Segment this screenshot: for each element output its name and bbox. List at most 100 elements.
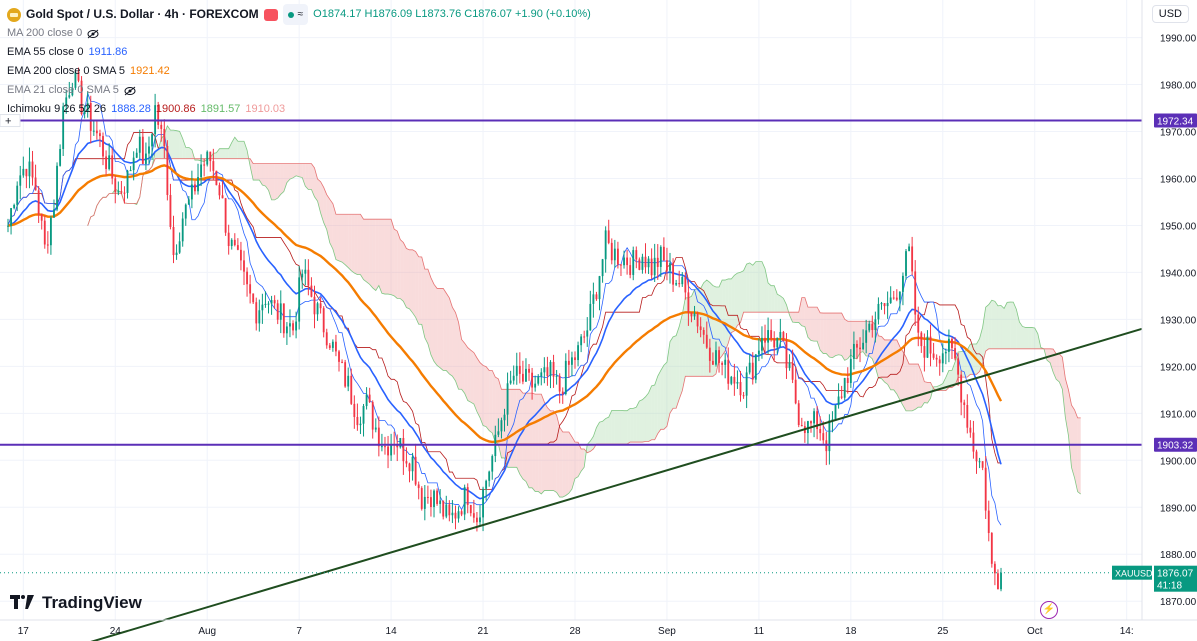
candle-body[interactable] <box>951 338 953 349</box>
candle-body[interactable] <box>583 336 586 338</box>
candle-body[interactable] <box>990 533 993 564</box>
candle-body[interactable] <box>408 463 411 472</box>
candle-body[interactable] <box>436 490 439 504</box>
candle-body[interactable] <box>469 504 472 514</box>
candle-body[interactable] <box>730 376 733 384</box>
tradingview-logo[interactable]: TradingView <box>10 593 142 613</box>
candle-body[interactable] <box>350 375 353 404</box>
candle-body[interactable] <box>187 199 190 205</box>
candle-body[interactable] <box>681 276 684 285</box>
candle-body[interactable] <box>105 156 108 169</box>
candle-body[interactable] <box>218 185 221 196</box>
candle-body[interactable] <box>518 365 521 374</box>
candle-body[interactable] <box>71 87 74 96</box>
candle-body[interactable] <box>831 419 834 421</box>
candle-body[interactable] <box>690 312 693 317</box>
candle-body[interactable] <box>592 294 595 304</box>
candle-body[interactable] <box>525 368 527 382</box>
candle-body[interactable] <box>528 368 530 373</box>
candle-body[interactable] <box>135 152 138 158</box>
candle-body[interactable] <box>938 359 941 364</box>
candle-body[interactable] <box>641 256 644 270</box>
candle-body[interactable] <box>595 294 598 300</box>
candle-body[interactable] <box>316 303 319 315</box>
candle-body[interactable] <box>819 429 822 434</box>
candle-body[interactable] <box>620 264 622 266</box>
candle-body[interactable] <box>53 209 55 218</box>
candle-body[interactable] <box>577 345 579 361</box>
candle-body[interactable] <box>773 338 776 348</box>
candle-body[interactable] <box>144 153 147 164</box>
candle-body[interactable] <box>184 204 187 219</box>
candle-body[interactable] <box>843 378 846 398</box>
candle-body[interactable] <box>699 326 702 330</box>
candle-body[interactable] <box>987 510 990 534</box>
candle-body[interactable] <box>384 446 386 448</box>
candle-body[interactable] <box>89 103 92 131</box>
candle-body[interactable] <box>77 72 80 81</box>
candle-body[interactable] <box>503 414 506 421</box>
candle-body[interactable] <box>227 232 230 247</box>
candle-body[interactable] <box>255 302 258 324</box>
candle-body[interactable] <box>417 484 420 489</box>
alert-plus-button[interactable] <box>0 114 21 128</box>
candle-body[interactable] <box>19 175 22 186</box>
candle-body[interactable] <box>347 375 350 387</box>
indicator-row[interactable]: MA 200 close 0 <box>7 24 591 43</box>
candle-body[interactable] <box>454 512 457 519</box>
candle-body[interactable] <box>258 310 261 324</box>
candle-body[interactable] <box>166 145 169 196</box>
trend-line[interactable] <box>54 327 1143 641</box>
candle-body[interactable] <box>849 358 852 384</box>
candle-body[interactable] <box>261 304 264 311</box>
candle-body[interactable] <box>623 257 625 266</box>
candle-body[interactable] <box>871 323 874 330</box>
candle-body[interactable] <box>439 500 442 504</box>
candle-body[interactable] <box>911 246 914 272</box>
hidden-eye-icon[interactable] <box>124 86 136 96</box>
candle-body[interactable] <box>322 308 325 333</box>
candle-body[interactable] <box>632 250 635 275</box>
candle-body[interactable] <box>169 195 172 227</box>
candle-body[interactable] <box>463 487 466 515</box>
candle-body[interactable] <box>852 343 855 359</box>
candle-body[interactable] <box>984 467 987 511</box>
candle-body[interactable] <box>975 451 978 462</box>
candle-body[interactable] <box>117 191 120 193</box>
candle-body[interactable] <box>834 405 837 420</box>
candle-body[interactable] <box>905 251 907 276</box>
candle-body[interactable] <box>132 157 135 171</box>
candle-body[interactable] <box>212 161 215 171</box>
candle-body[interactable] <box>313 296 316 315</box>
candle-body[interactable] <box>108 155 111 169</box>
candle-body[interactable] <box>711 360 714 365</box>
candle-body[interactable] <box>40 214 43 221</box>
candle-body[interactable] <box>972 432 975 452</box>
candle-body[interactable] <box>993 563 996 574</box>
candle-body[interactable] <box>601 259 604 277</box>
candle-body[interactable] <box>485 480 488 489</box>
candle-body[interactable] <box>794 379 797 404</box>
candle-body[interactable] <box>203 164 206 166</box>
candle-body[interactable] <box>650 258 653 276</box>
candle-body[interactable] <box>7 225 9 227</box>
candle-body[interactable] <box>279 303 282 320</box>
candle-body[interactable] <box>669 263 671 271</box>
candle-body[interactable] <box>895 297 898 300</box>
candle-body[interactable] <box>178 241 181 253</box>
candle-body[interactable] <box>555 375 558 377</box>
candle-body[interactable] <box>923 346 926 358</box>
candle-body[interactable] <box>558 375 561 392</box>
candle-body[interactable] <box>325 332 328 346</box>
candle-body[interactable] <box>138 136 141 153</box>
candle-body[interactable] <box>126 170 129 193</box>
candle-body[interactable] <box>482 488 484 518</box>
candle-body[interactable] <box>197 177 199 192</box>
candle-body[interactable] <box>224 198 227 233</box>
candle-body[interactable] <box>472 513 475 518</box>
candle-body[interactable] <box>31 161 34 178</box>
indicator-row[interactable]: Ichimoku 9 26 52 26 1888.28 1900.86 1891.57… <box>7 100 591 119</box>
candle-body[interactable] <box>95 130 98 134</box>
candle-body[interactable] <box>362 406 365 424</box>
candle-body[interactable] <box>770 330 773 339</box>
